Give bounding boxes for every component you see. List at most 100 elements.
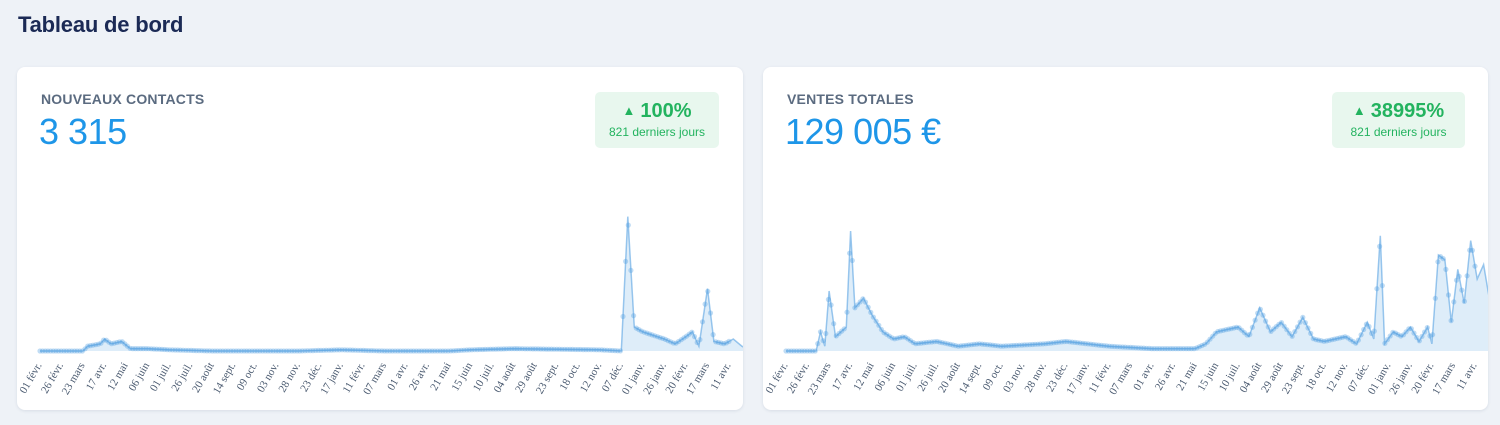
data-point <box>974 341 980 347</box>
data-point <box>894 335 900 341</box>
data-point <box>458 347 464 353</box>
data-point <box>1037 341 1043 347</box>
data-point <box>726 338 732 344</box>
data-point <box>947 341 953 347</box>
data-point <box>1313 337 1319 343</box>
data-point <box>548 346 555 352</box>
data-point <box>849 257 855 264</box>
data-point <box>926 339 932 345</box>
data-point <box>522 346 528 352</box>
data-point <box>652 333 658 339</box>
data-point <box>905 336 911 342</box>
data-point <box>825 296 831 303</box>
data-point <box>580 347 586 353</box>
data-point <box>686 331 692 337</box>
data-point <box>432 348 438 354</box>
data-point <box>649 332 655 338</box>
data-point <box>1233 324 1240 330</box>
growth-badge: ▲ 100% 821 derniers jours <box>595 92 719 148</box>
data-point <box>334 347 340 353</box>
data-point <box>1342 334 1348 340</box>
data-point <box>482 346 488 352</box>
data-point <box>474 347 480 353</box>
data-point <box>1146 345 1152 351</box>
data-point <box>98 340 104 346</box>
card-value: 3 315 <box>39 111 127 152</box>
data-point <box>1072 339 1078 345</box>
data-point <box>641 329 647 335</box>
data-point <box>442 348 448 354</box>
data-point <box>1379 283 1385 289</box>
data-point <box>1289 333 1295 339</box>
data-point <box>607 347 613 353</box>
data-point <box>1308 330 1314 336</box>
data-point <box>958 343 964 349</box>
data-point <box>434 348 441 354</box>
data-point <box>40 348 46 354</box>
data-point <box>1265 324 1271 330</box>
data-point <box>517 346 523 352</box>
data-point <box>1218 328 1224 334</box>
data-point <box>498 346 504 352</box>
data-point <box>913 341 919 347</box>
data-point <box>514 346 520 352</box>
data-point <box>437 348 443 354</box>
data-point <box>381 348 388 354</box>
data-point <box>310 348 316 354</box>
arrow-up-icon: ▲ <box>622 103 636 118</box>
data-point <box>1032 341 1038 347</box>
data-point <box>1194 345 1200 351</box>
data-point <box>1331 336 1338 342</box>
data-point <box>559 346 565 352</box>
data-point <box>1247 331 1253 337</box>
data-point <box>841 326 847 332</box>
data-point <box>676 338 682 345</box>
data-point <box>931 339 937 345</box>
data-point <box>1467 247 1473 253</box>
data-point <box>397 348 403 354</box>
data-point <box>636 327 642 333</box>
data-point <box>1112 343 1118 350</box>
data-point <box>177 347 183 353</box>
data-point <box>1122 344 1128 350</box>
data-point <box>254 348 260 354</box>
data-point <box>976 341 982 347</box>
data-point <box>570 346 576 352</box>
data-point <box>902 334 908 340</box>
data-point <box>681 335 687 341</box>
data-point <box>854 302 861 308</box>
data-point <box>355 347 361 353</box>
series-area <box>786 231 1488 351</box>
data-point <box>347 347 353 353</box>
data-point <box>283 348 290 354</box>
data-point <box>1104 343 1110 349</box>
data-point <box>384 348 390 354</box>
data-point <box>585 347 592 353</box>
data-point <box>424 348 430 354</box>
data-point <box>480 346 486 353</box>
data-point <box>718 340 724 346</box>
data-point <box>1257 306 1263 312</box>
data-point <box>1077 340 1083 346</box>
data-point <box>336 347 342 353</box>
data-point <box>419 348 425 354</box>
data-point <box>289 348 295 354</box>
data-point <box>870 314 876 320</box>
data-point <box>106 339 112 345</box>
data-point <box>1141 345 1147 351</box>
data-point <box>466 347 472 353</box>
data-point <box>617 348 624 354</box>
data-point <box>804 348 810 354</box>
data-point <box>1125 344 1131 350</box>
data-point <box>971 341 977 347</box>
arrow-up-icon: ▲ <box>1352 103 1366 118</box>
data-point <box>1090 341 1096 348</box>
data-point <box>408 348 414 354</box>
data-point <box>532 346 539 352</box>
data-point <box>583 347 589 353</box>
data-point <box>923 339 929 346</box>
data-point <box>1130 344 1136 351</box>
data-point <box>101 337 107 343</box>
data-point <box>1170 346 1176 352</box>
data-point <box>963 342 969 348</box>
